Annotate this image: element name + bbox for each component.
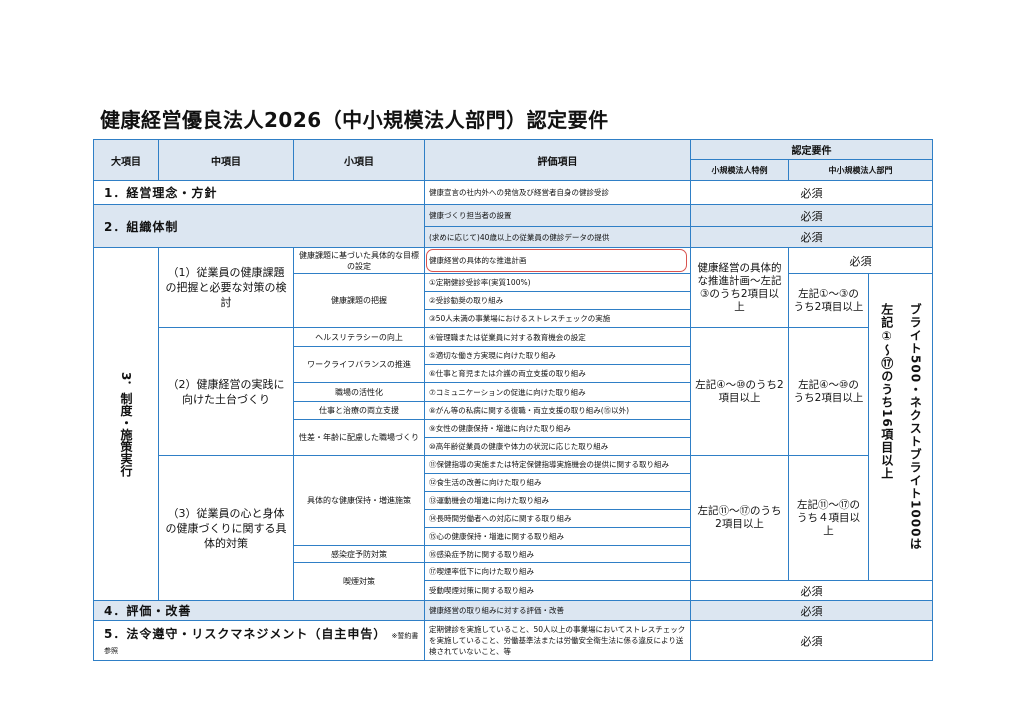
header-major: 大項目 (93, 139, 159, 181)
requirement: 必須 (689, 620, 934, 661)
evaluation-item: 健康経営の取り組みに対する評価・改善 (424, 600, 691, 621)
evaluation-item: ④管理職または従業員に対する教育機会の設定 (424, 327, 691, 347)
minor-item: 感染症予防対策 (293, 545, 425, 563)
evaluation-item: ⑤適切な働き方実現に向けた取り組み (424, 346, 691, 365)
minor-item: 職場の活性化 (293, 382, 425, 402)
bright-requirement: ブライト500・ネクストブライト1000は 左記①～⑰のうち16項目以上 (867, 273, 934, 581)
minor-item: 性差・年齢に配慮した職場づくり (293, 419, 425, 456)
section-5-label: 5．法令遵守・リスクマネジメント（自主申告） ※誓約書参照 (93, 620, 425, 661)
middle-item-1: （1）従業員の健康課題の把握と必要な対策の検討 (158, 247, 294, 328)
header-sme-division: 中小規模法人部門 (787, 159, 934, 181)
certification-requirements-table: 大項目 中項目 小項目 評価項目 認定要件 小規模法人特例 中小規模法人部門 1… (93, 139, 934, 661)
evaluation-item: ⑰喫煙率低下に向けた取り組み (424, 562, 691, 581)
bright-text-1: ブライト500・ネクストブライト1000は (908, 303, 923, 551)
section-3-label: 3．制度・施策実行 (93, 247, 159, 601)
evaluation-item: ⑬運動機会の増進に向けた取り組み (424, 491, 691, 510)
section-1-label: 1．経営理念・方針 (93, 180, 425, 205)
section-2-label: 2．組織体制 (93, 204, 425, 248)
evaluation-item: ②受診勧奨の取り組み (424, 291, 691, 310)
evaluation-item: ①定期健診受診率(実質100%) (424, 273, 691, 292)
sme-requirement-plan: 必須 (787, 247, 934, 274)
evaluation-item: ③50人未満の事業場におけるストレスチェックの実施 (424, 309, 691, 328)
evaluation-item-highlighted: 健康経営の具体的な推進計画 (424, 247, 691, 274)
evaluation-item: ⑭長時間労働者への対応に関する取り組み (424, 509, 691, 528)
sme-requirement-3: 左記⑪～⑰のうち４項目以上 (788, 455, 869, 581)
evaluation-item: ⑯感染症予防に関する取り組み (424, 545, 691, 563)
header-evaluation: 評価項目 (424, 139, 691, 181)
minor-item: 健康課題の把握 (293, 273, 425, 328)
minor-item: 喫煙対策 (293, 562, 425, 601)
header-minor: 小項目 (293, 139, 425, 181)
evaluation-item: 受動喫煙対策に関する取り組み (424, 580, 691, 601)
evaluation-item: ⑩高年齢従業員の健康や体力の状況に応じた取り組み (424, 437, 691, 456)
requirement: 必須 (689, 226, 934, 248)
evaluation-item: ⑧がん等の私病に関する復職・両立支援の取り組み(⑮以外) (424, 401, 691, 420)
header-certification: 認定要件 (689, 139, 934, 160)
minor-item: 健康課題に基づいた具体的な目標の設定 (293, 247, 425, 274)
requirement: 必須 (689, 580, 934, 601)
header-middle: 中項目 (158, 139, 294, 181)
evaluation-item: ⑨女性の健康保持・増進に向けた取り組み (424, 419, 691, 438)
sme-requirement-1: 左記①～③のうち2項目以上 (788, 273, 869, 328)
bright-text-2: 左記①～⑰のうち16項目以上 (879, 303, 894, 480)
requirement: 必須 (689, 180, 934, 205)
minor-item: ワークライフバランスの推進 (293, 346, 425, 383)
pledge-note: ※誓約書参照 (104, 632, 419, 655)
small-requirement-3: 左記⑪～⑰のうち2項目以上 (690, 455, 789, 581)
sme-requirement-2: 左記④～⑩のうち2項目以上 (788, 327, 869, 456)
evaluation-item: (求めに応じて)40歳以上の従業員の健診データの提供 (424, 226, 691, 248)
minor-item: 具体的な健康保持・増進施策 (293, 455, 425, 546)
evaluation-item: ⑦コミュニケーションの促進に向けた取り組み (424, 382, 691, 402)
minor-item: 仕事と治療の両立支援 (293, 401, 425, 420)
small-requirement-2: 左記④～⑩のうち2項目以上 (690, 327, 789, 456)
requirement: 必須 (689, 204, 934, 227)
evaluation-item: ⑥仕事と育児または介護の両立支援の取り組み (424, 364, 691, 383)
requirement: 必須 (689, 600, 934, 621)
evaluation-item: ⑮心の健康保持・増進に関する取り組み (424, 527, 691, 546)
section-4-label: 4．評価・改善 (93, 600, 425, 621)
evaluation-item: ⑫食生活の改善に向けた取り組み (424, 473, 691, 492)
evaluation-item: 健康宣言の社内外への発信及び経営者自身の健診受診 (424, 180, 691, 205)
middle-item-2: （2）健康経営の実践に向けた土台づくり (158, 327, 294, 456)
minor-item: ヘルスリテラシーの向上 (293, 327, 425, 347)
evaluation-item: 健康づくり担当者の設置 (424, 204, 691, 227)
evaluation-item: 定期健診を実施していること、50人以上の事業場においてストレスチェックを実施して… (424, 620, 691, 661)
middle-item-3: （3）従業員の心と身体の健康づくりに関する具体的対策 (158, 455, 294, 601)
page-title: 健康経営優良法人2026（中小規模法人部門）認定要件 (100, 108, 609, 132)
small-requirement-1: 健康経営の具体的な推進計画～左記③のうち2項目以上 (690, 247, 789, 328)
evaluation-item: ⑪保健指導の実施または特定保健指導実施機会の提供に関する取り組み (424, 455, 691, 474)
header-small-special: 小規模法人特例 (690, 159, 789, 181)
